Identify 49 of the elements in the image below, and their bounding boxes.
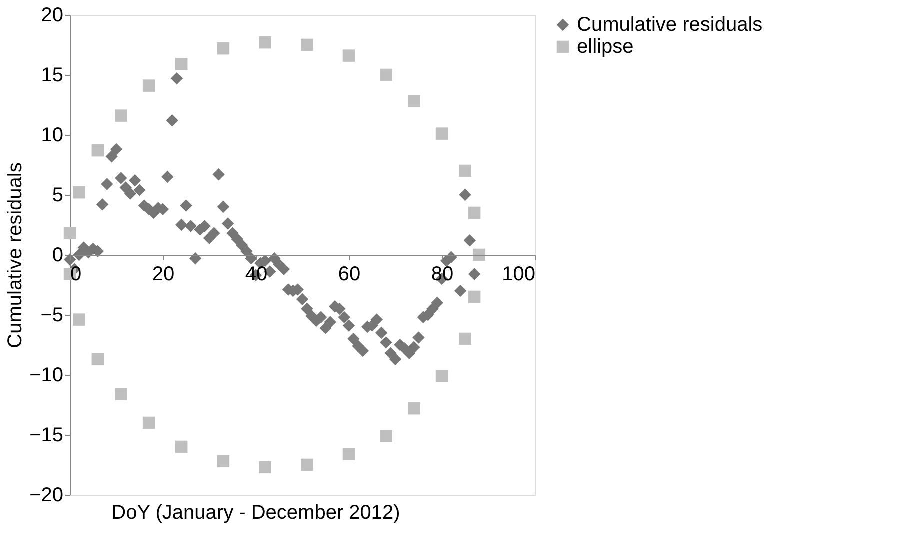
x-tick-label: 80 [431, 264, 454, 286]
point [459, 332, 472, 346]
point [175, 58, 188, 70]
point [217, 42, 230, 55]
point [436, 128, 448, 140]
point [175, 440, 188, 454]
y-tick-label: 15 [41, 64, 64, 86]
point [115, 388, 128, 400]
point [468, 206, 481, 220]
point [342, 448, 356, 460]
point [92, 353, 104, 366]
point [408, 95, 420, 108]
point [64, 227, 76, 240]
point [436, 370, 448, 382]
y-tick-label: −20 [30, 484, 64, 506]
point [408, 402, 420, 415]
y-tick-label: 0 [52, 244, 64, 266]
x-axis-title: DoY (January - December 2012) [112, 502, 400, 524]
legend-label: Cumulative residuals [577, 14, 763, 36]
point [217, 455, 230, 468]
point [115, 110, 128, 122]
point [142, 80, 156, 92]
y-tick-label: 5 [52, 184, 64, 206]
y-tick-label: 20 [41, 4, 64, 26]
legend-label: ellipse [577, 36, 634, 58]
y-tick-label: −5 [40, 304, 64, 326]
point [259, 36, 272, 49]
point [301, 458, 314, 472]
x-tick-label: 100 [502, 264, 536, 286]
x-tick-label: 40 [245, 264, 268, 286]
x-tick-label: 0 [70, 264, 82, 286]
point [73, 186, 86, 199]
point [259, 461, 272, 474]
x-tick-label: 60 [338, 264, 361, 286]
y-tick-label: 10 [41, 124, 64, 146]
y-tick-label: −10 [30, 364, 64, 386]
y-axis-title: Cumulative residuals [4, 162, 27, 348]
x-tick-label: 20 [152, 264, 175, 286]
point [380, 430, 392, 442]
point [468, 290, 481, 304]
point [459, 164, 472, 178]
point [92, 144, 104, 157]
point [142, 416, 156, 430]
point [73, 314, 86, 326]
point [380, 68, 392, 82]
point [473, 248, 486, 262]
point [301, 38, 314, 52]
y-tick-label: −15 [30, 424, 64, 446]
point [342, 50, 356, 62]
